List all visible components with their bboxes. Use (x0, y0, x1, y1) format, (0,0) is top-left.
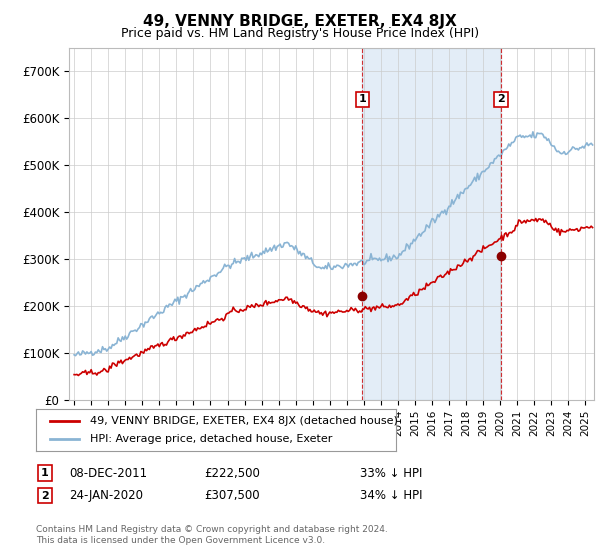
Text: 24-JAN-2020: 24-JAN-2020 (69, 489, 143, 502)
Text: 2: 2 (497, 94, 505, 104)
Text: £222,500: £222,500 (204, 466, 260, 480)
Text: 49, VENNY BRIDGE, EXETER, EX4 8JX: 49, VENNY BRIDGE, EXETER, EX4 8JX (143, 14, 457, 29)
Text: 34% ↓ HPI: 34% ↓ HPI (360, 489, 422, 502)
Text: 08-DEC-2011: 08-DEC-2011 (69, 466, 147, 480)
Text: 49, VENNY BRIDGE, EXETER, EX4 8JX (detached house): 49, VENNY BRIDGE, EXETER, EX4 8JX (detac… (90, 416, 398, 426)
Text: Contains HM Land Registry data © Crown copyright and database right 2024.
This d: Contains HM Land Registry data © Crown c… (36, 525, 388, 545)
Text: 33% ↓ HPI: 33% ↓ HPI (360, 466, 422, 480)
Text: 1: 1 (41, 468, 49, 478)
Text: HPI: Average price, detached house, Exeter: HPI: Average price, detached house, Exet… (90, 434, 332, 444)
Text: Price paid vs. HM Land Registry's House Price Index (HPI): Price paid vs. HM Land Registry's House … (121, 27, 479, 40)
Bar (362, 48, 501, 400)
Text: £307,500: £307,500 (204, 489, 260, 502)
Text: 2: 2 (41, 491, 49, 501)
Text: 1: 1 (359, 94, 367, 104)
